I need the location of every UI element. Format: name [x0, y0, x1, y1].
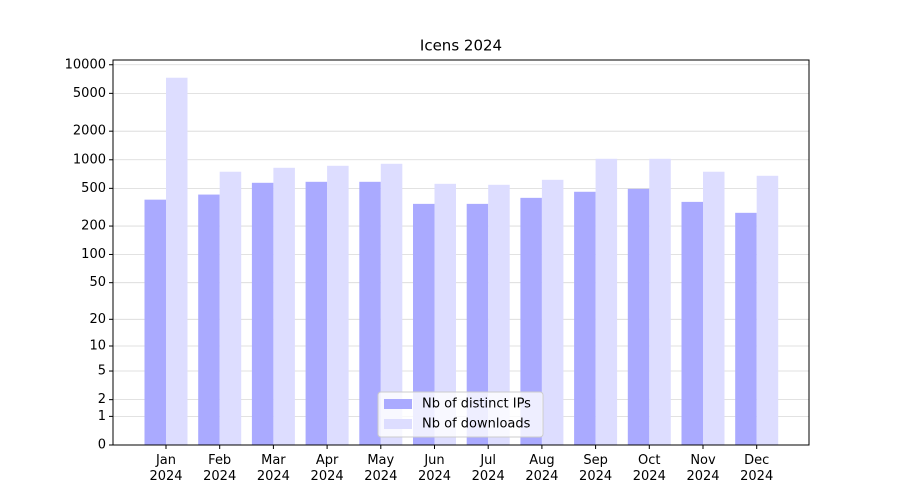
- y-tick-label: 50: [89, 275, 106, 290]
- bar: [541, 179, 564, 445]
- legend-swatch: [384, 419, 412, 429]
- bar: [488, 184, 510, 446]
- x-tick-label: Jan 2024: [149, 453, 183, 484]
- bar: [595, 158, 618, 446]
- bar: [380, 163, 403, 445]
- x-tick-label: Jun 2024: [417, 453, 452, 484]
- bar: [251, 182, 274, 445]
- bar: [359, 181, 381, 445]
- y-tick-label: 5000: [73, 86, 106, 101]
- legend-swatch: [384, 399, 412, 409]
- bar: [649, 158, 671, 446]
- chart-title: Icens 2024: [420, 37, 502, 55]
- y-tick-label: 10000: [65, 57, 106, 72]
- bar: [574, 191, 596, 445]
- bar: [305, 181, 328, 445]
- bar: [144, 199, 166, 445]
- y-tick-label: 2000: [73, 124, 106, 139]
- legend-box: [377, 391, 544, 438]
- y-tick-label: 200: [81, 219, 106, 234]
- bar: [627, 188, 650, 445]
- y-tick-label: 100: [81, 247, 106, 262]
- x-tick-label: Oct 2024: [632, 453, 666, 484]
- bar: [756, 175, 779, 445]
- x-tick-label: Nov 2024: [686, 453, 720, 484]
- y-tick-label: 2: [98, 392, 106, 407]
- y-tick-label: 20: [89, 312, 106, 327]
- x-tick-label: Aug 2024: [525, 453, 559, 484]
- x-tick-label: Mar 2024: [256, 453, 290, 484]
- x-tick-label: Dec 2024: [740, 453, 774, 484]
- y-tick-label: 1000: [73, 152, 106, 167]
- y-tick-label: 1: [98, 409, 106, 424]
- x-tick-label: Sep 2024: [579, 453, 613, 484]
- legend-label: Nb of downloads: [422, 417, 531, 432]
- plot-frame: [112, 59, 810, 446]
- legend-label: Nb of distinct IPs: [422, 397, 531, 412]
- y-tick-label: 5: [98, 364, 106, 379]
- bar: [703, 171, 725, 446]
- bar: [735, 212, 757, 445]
- y-tick-label: 500: [81, 181, 106, 196]
- bar: [273, 167, 295, 445]
- bar: [466, 203, 489, 445]
- y-tick-label: 0: [98, 438, 106, 453]
- bar: [166, 77, 188, 446]
- y-tick-label: 10: [89, 339, 106, 354]
- bar: [327, 165, 349, 445]
- x-tick-label: Jul 2024: [471, 453, 505, 484]
- x-tick-label: Apr 2024: [310, 453, 344, 484]
- bar: [434, 183, 456, 446]
- bar: [520, 197, 542, 445]
- bar: [198, 194, 220, 445]
- bar: [219, 171, 242, 446]
- bar: [413, 203, 435, 445]
- bar: [681, 201, 703, 445]
- x-tick-label: Feb 2024: [203, 453, 237, 484]
- x-tick-label: May 2024: [364, 453, 398, 484]
